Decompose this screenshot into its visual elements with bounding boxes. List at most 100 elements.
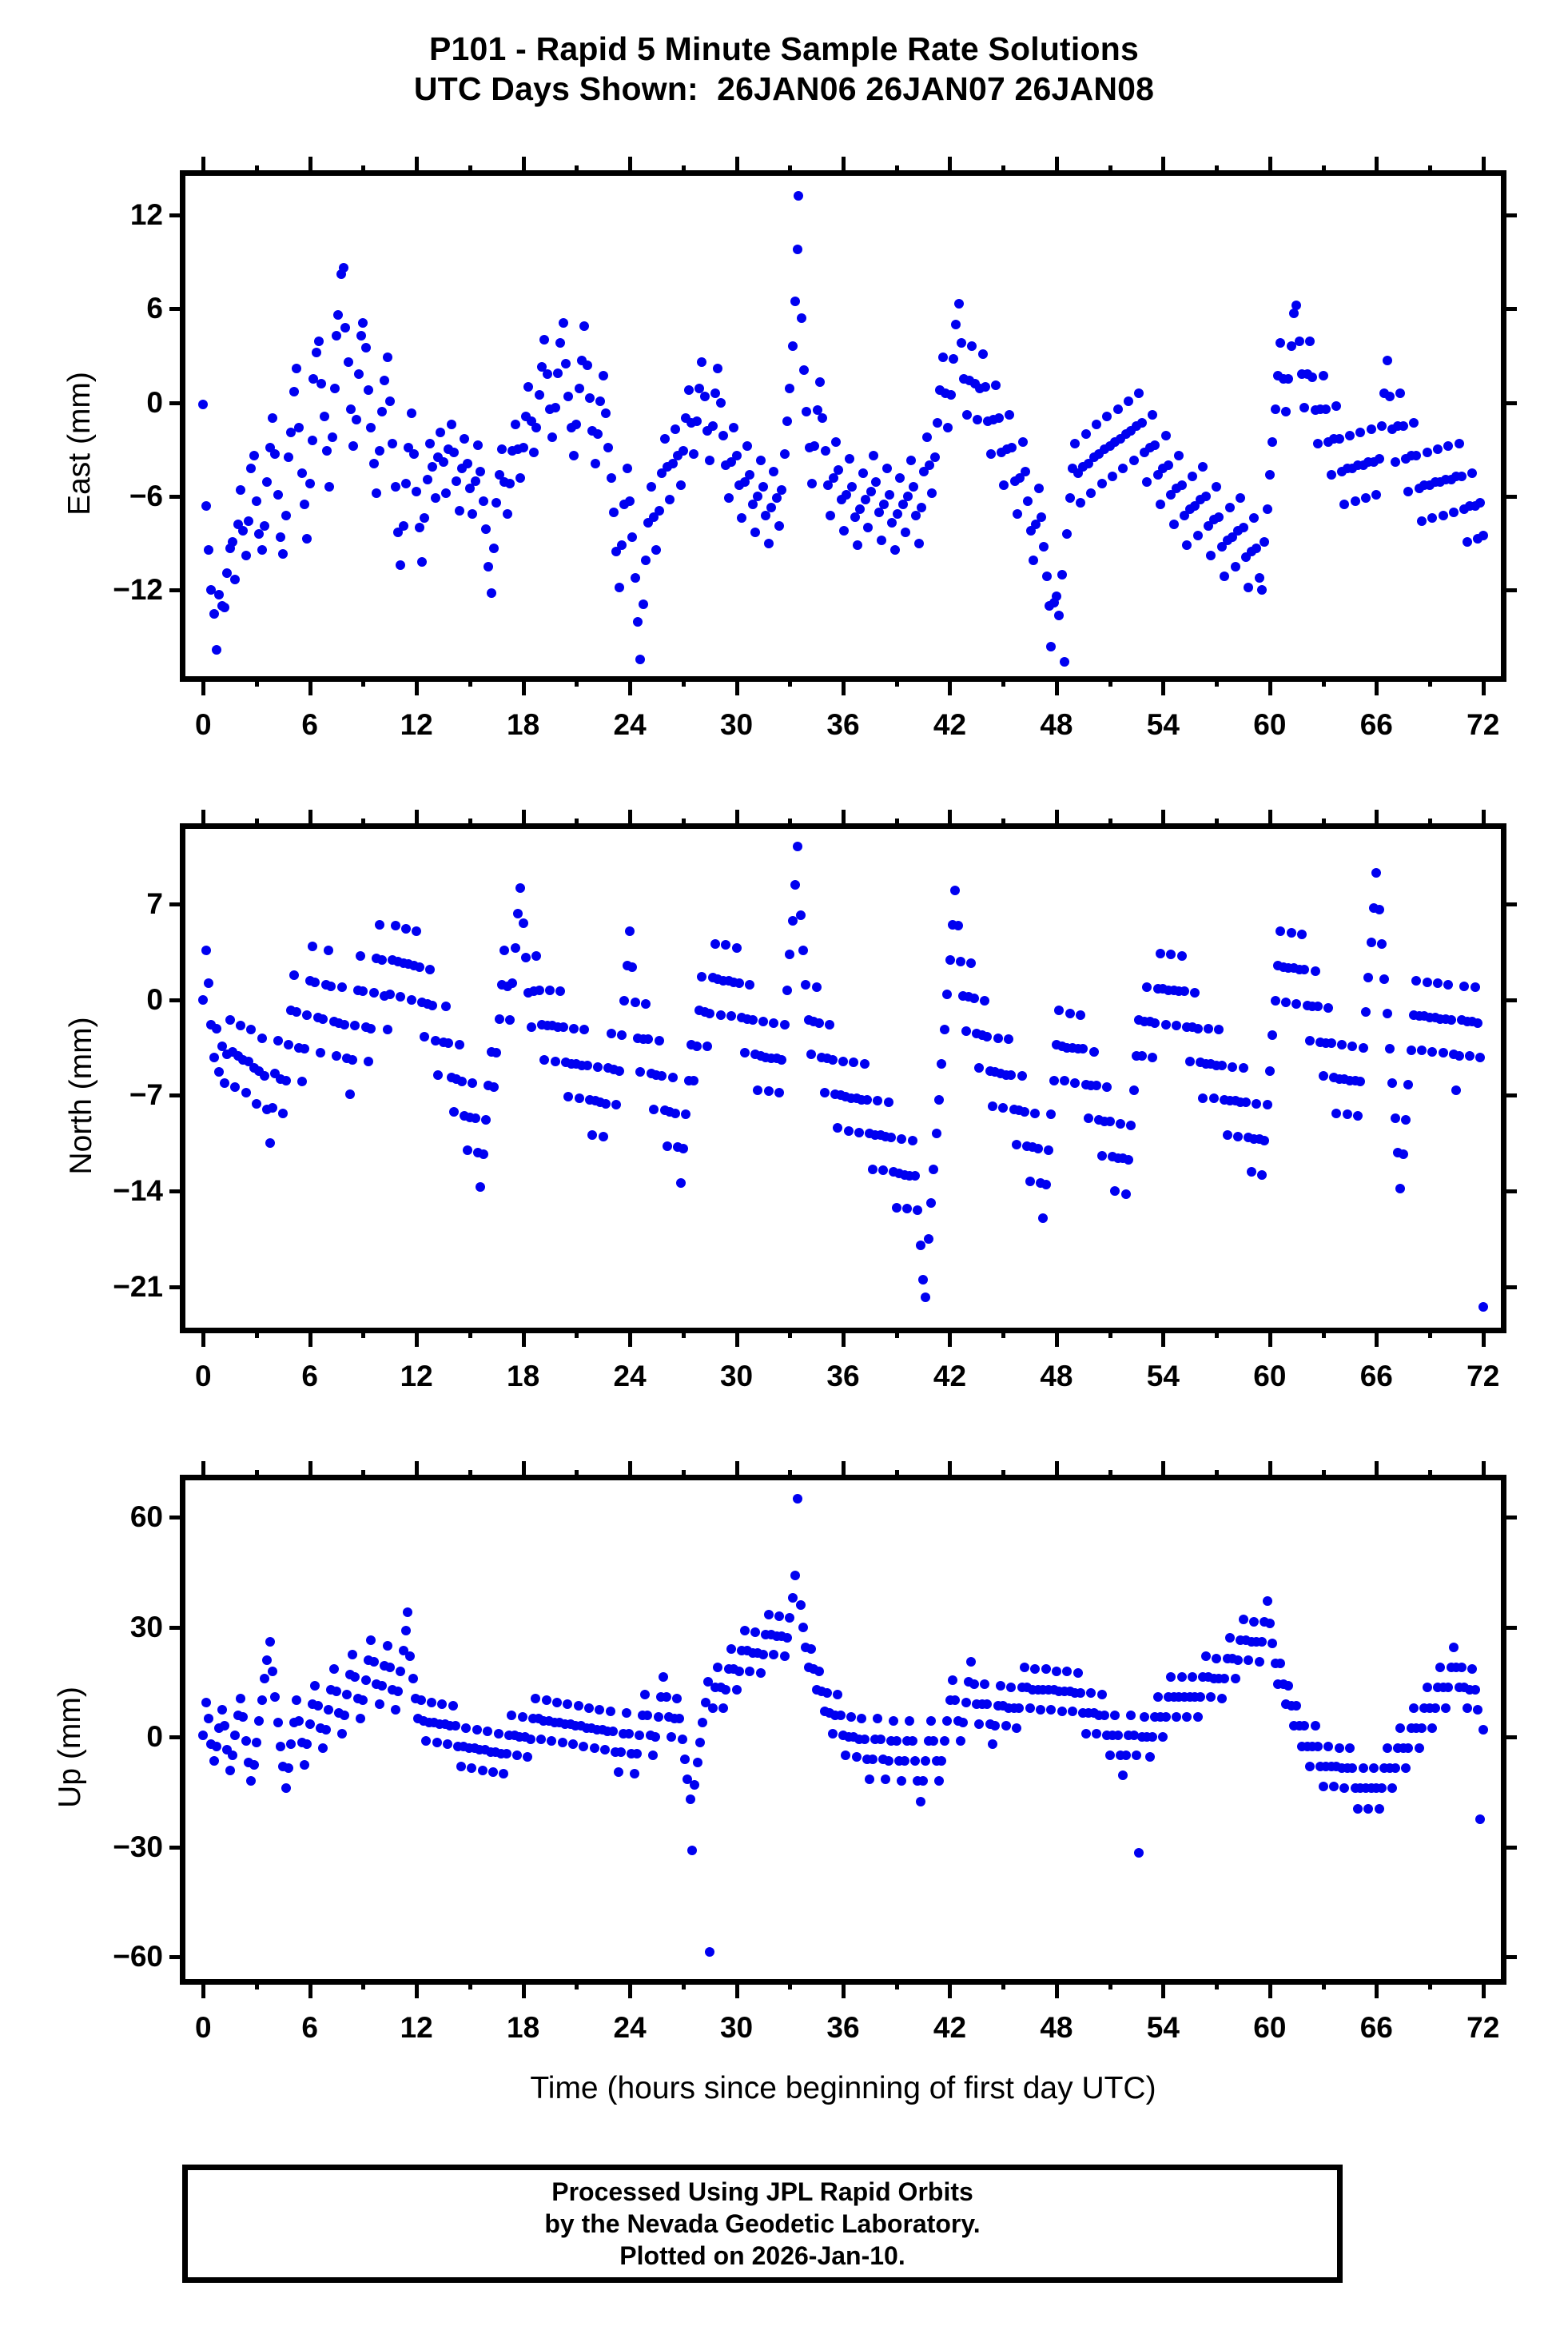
data-point — [1438, 1048, 1448, 1058]
data-point — [734, 1666, 744, 1676]
data-point — [467, 1763, 477, 1774]
data-point — [294, 1715, 304, 1726]
data-point — [217, 1041, 227, 1051]
x-tick-top — [1054, 157, 1059, 176]
data-point — [1307, 372, 1318, 383]
data-point — [1454, 438, 1464, 448]
data-point — [643, 1034, 654, 1045]
data-point — [883, 1756, 893, 1766]
data-point — [1238, 1063, 1248, 1073]
data-point — [1160, 1019, 1171, 1030]
data-point — [430, 1036, 440, 1046]
x-tick-label: 36 — [826, 2011, 860, 2044]
data-point — [368, 988, 379, 998]
data-point — [1180, 986, 1190, 997]
x-tick-top — [948, 1461, 953, 1480]
data-point — [1270, 996, 1280, 1006]
data-point — [1286, 341, 1296, 352]
x-tick-bottom — [1001, 1328, 1006, 1338]
data-point — [1390, 457, 1400, 467]
plot-area-up — [185, 1480, 1501, 1979]
data-point — [697, 971, 707, 982]
data-point — [579, 1741, 589, 1751]
data-point — [694, 1738, 705, 1748]
x-tick-bottom — [1268, 676, 1272, 695]
data-point — [985, 449, 996, 460]
data-point — [428, 461, 438, 472]
data-point — [1275, 338, 1286, 349]
data-point — [1006, 1069, 1017, 1080]
x-tick-top — [468, 165, 472, 176]
x-tick-bottom — [681, 1979, 686, 1990]
data-point — [518, 918, 528, 928]
x-tick-bottom — [468, 1979, 472, 1990]
x-tick-label: 0 — [194, 1360, 212, 1392]
data-point — [1344, 1743, 1355, 1753]
data-point — [667, 1073, 678, 1083]
data-point — [921, 1756, 931, 1766]
data-point — [406, 994, 416, 1005]
data-point — [619, 996, 630, 1006]
y-tick-right — [1501, 213, 1517, 217]
data-point — [911, 510, 921, 520]
data-point — [292, 1695, 301, 1706]
data-point — [1473, 1018, 1483, 1028]
x-tick-top — [1001, 165, 1006, 176]
data-point — [622, 463, 632, 473]
x-tick-bottom — [842, 1328, 846, 1347]
data-point — [910, 1756, 921, 1766]
data-point — [1176, 951, 1187, 961]
panel-east — [169, 157, 1517, 695]
data-point — [461, 1723, 472, 1733]
data-point — [1390, 1763, 1400, 1774]
data-point — [1134, 1847, 1144, 1858]
data-point — [955, 956, 965, 966]
x-tick-label: 30 — [719, 2011, 754, 2044]
x-tick-top — [201, 1461, 206, 1480]
data-point — [340, 322, 351, 333]
data-point — [420, 513, 430, 524]
data-point — [1124, 396, 1133, 406]
data-point — [1023, 496, 1033, 506]
data-point — [310, 1680, 320, 1691]
data-point — [1312, 1002, 1323, 1012]
x-tick-bottom — [948, 1979, 953, 1998]
data-point — [691, 416, 702, 427]
x-tick-top — [1268, 157, 1272, 176]
data-point — [882, 463, 892, 473]
data-point — [308, 942, 317, 951]
data-point — [1336, 1040, 1347, 1050]
data-point — [820, 446, 830, 456]
data-point — [659, 1671, 669, 1682]
data-point — [787, 1592, 798, 1603]
data-point — [891, 1735, 901, 1746]
data-point — [364, 385, 374, 395]
data-point — [1039, 541, 1049, 552]
data-point — [827, 1054, 838, 1065]
data-point — [444, 1038, 454, 1049]
data-point — [929, 452, 940, 463]
data-point — [835, 1710, 846, 1720]
data-point — [982, 1031, 993, 1042]
data-point — [558, 317, 568, 328]
data-point — [937, 1756, 947, 1766]
data-point — [374, 919, 384, 930]
data-point — [403, 1607, 412, 1618]
x-tick-top — [1215, 1470, 1220, 1480]
data-point — [686, 1846, 697, 1856]
data-point — [785, 1613, 795, 1623]
data-point — [750, 1627, 760, 1638]
data-point — [478, 496, 488, 506]
data-point — [246, 1025, 257, 1035]
data-point — [1475, 1814, 1486, 1825]
data-point — [1262, 1596, 1272, 1607]
data-point — [1435, 1663, 1446, 1672]
data-point — [969, 1679, 979, 1689]
data-point — [1268, 436, 1278, 447]
data-point — [456, 1077, 467, 1087]
data-point — [203, 978, 213, 989]
x-tick-bottom — [894, 1979, 899, 1990]
data-point — [236, 1694, 245, 1703]
data-point — [763, 1086, 774, 1097]
data-point — [573, 1701, 583, 1711]
